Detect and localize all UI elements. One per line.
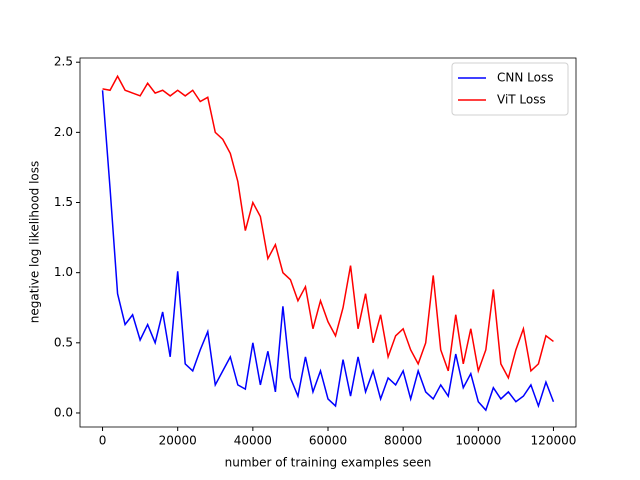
legend-label: CNN Loss <box>497 71 553 85</box>
series-line <box>101 90 555 412</box>
legend-box <box>451 62 569 116</box>
x-tick-label: 0 <box>99 434 107 448</box>
y-tick-label: 1.0 <box>54 265 73 279</box>
y-tick-label: 0.0 <box>54 405 73 419</box>
y-tick-label: 2.0 <box>54 125 73 139</box>
y-tick-label: 2.5 <box>54 55 73 69</box>
x-axis-label: number of training examples seen <box>225 456 432 470</box>
y-tick-label: 1.5 <box>54 195 73 209</box>
x-tick-label: 40000 <box>234 434 272 448</box>
x-tick-label: 20000 <box>159 434 197 448</box>
y-tick-label: 0.5 <box>54 335 73 349</box>
x-tick-label: 80000 <box>384 434 422 448</box>
y-axis-label: negative log likelihood loss <box>28 161 42 324</box>
legend-label: ViT Loss <box>497 93 546 107</box>
x-tick-label: 120000 <box>531 434 577 448</box>
x-tick-label: 100000 <box>455 434 501 448</box>
plot-frame <box>79 57 577 428</box>
x-tick-label: 60000 <box>309 434 347 448</box>
series-line <box>102 74 554 380</box>
